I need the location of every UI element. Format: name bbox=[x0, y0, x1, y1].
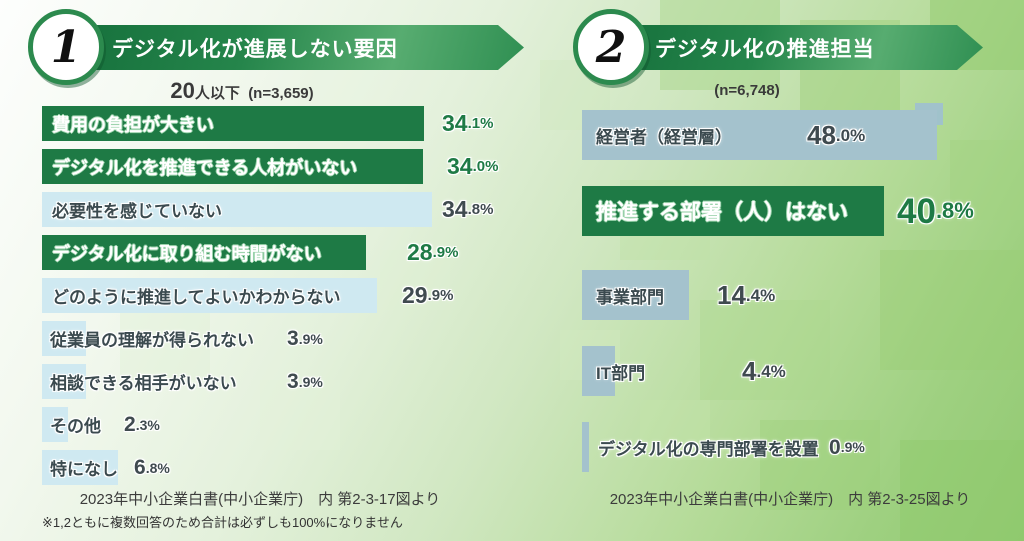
bar bbox=[42, 364, 86, 399]
panel-2-source: 2023年中小企業白書(中小企業庁) 内 第2-3-25図より bbox=[609, 491, 971, 508]
bar-row: 経営者（経営層） 48.0% bbox=[582, 110, 1024, 160]
bar-percent: 34.1% bbox=[442, 110, 494, 136]
bar-label: IT部門 bbox=[596, 363, 646, 383]
bar bbox=[42, 278, 377, 313]
panel-1-title: デジタル化が進展しない要因 bbox=[112, 37, 398, 61]
panel-1-bars: 費用の負担が大きい 34.1% デジタル化を推進できる人材がいない 34.0% … bbox=[42, 106, 540, 493]
panel-2-title-banner: デジタル化の推進担当 bbox=[607, 25, 983, 70]
bar-percent: 0.9% bbox=[829, 435, 865, 459]
bar-percent: 34.8% bbox=[442, 196, 494, 222]
bar-percent: 3.9% bbox=[287, 370, 323, 393]
mosaic-square bbox=[760, 420, 880, 510]
panel-1-subtitle: 20人以下 (n=3,659) bbox=[42, 78, 442, 104]
bar bbox=[42, 106, 424, 141]
bar bbox=[42, 450, 119, 485]
bar-row: その他 2.3% bbox=[42, 407, 540, 442]
bar-row: どのように推進してよいかわからない 29.9% bbox=[42, 278, 540, 313]
panel-2-title: デジタル化の推進担当 bbox=[655, 37, 875, 61]
bar-row: 事業部門 14.4% bbox=[582, 270, 1024, 320]
panel-1-factors: 1 デジタル化が進展しない要因 20人以下 (n=3,659) 費用の負担が大き… bbox=[28, 9, 540, 530]
bar bbox=[582, 346, 615, 396]
panel-2-number-badge: 2 bbox=[573, 9, 649, 85]
mosaic-square bbox=[880, 250, 1024, 370]
bar-label: 必要性を感じていない bbox=[52, 202, 222, 221]
bar-row: デジタル化を推進できる人材がいない 34.0% bbox=[42, 149, 540, 184]
bar-label: デジタル化の専門部署を設置 bbox=[598, 439, 819, 459]
bar-label: デジタル化を推進できる人材がいない bbox=[52, 157, 358, 178]
bar-row: 特になし 6.8% bbox=[42, 450, 540, 485]
bar-percent: 40.8% bbox=[897, 191, 974, 231]
bar-percent: 14.4% bbox=[717, 280, 776, 310]
bar-percent: 29.9% bbox=[402, 282, 454, 308]
bar-row: 推進する部署（人）はない 40.8% bbox=[582, 186, 1024, 236]
bar bbox=[42, 149, 423, 184]
bar-percent: 34.0% bbox=[447, 153, 499, 179]
bar bbox=[42, 235, 366, 270]
panel-1-number: 1 bbox=[50, 21, 82, 73]
bar bbox=[582, 186, 884, 236]
bar-label: 費用の負担が大きい bbox=[52, 114, 214, 135]
panel-2-bars: 経営者（経営層） 48.0% 推進する部署（人）はない 40.8% 事業部門 1… bbox=[582, 110, 1024, 472]
panel-2-subtitle: (n=6,748) bbox=[587, 82, 907, 99]
mosaic-square bbox=[700, 300, 830, 400]
bar-row: IT部門 4.4% bbox=[582, 346, 1024, 396]
bar-label: 推進する部署（人）はない bbox=[596, 201, 848, 224]
bar-label: どのように推進してよいかわからない bbox=[52, 288, 341, 307]
mosaic-square bbox=[120, 300, 210, 380]
bar-percent: 2.3% bbox=[124, 413, 160, 436]
bar-label: 従業員の理解が得られない bbox=[50, 331, 254, 350]
mosaic-square bbox=[640, 400, 710, 460]
bar-percent: 48.0% bbox=[807, 120, 866, 150]
panel-1-number-badge: 1 bbox=[28, 9, 104, 85]
mosaic-square bbox=[380, 250, 450, 310]
bar-label: 相談できる相手がいない bbox=[50, 374, 237, 393]
footnote: ※1,2ともに複数回答のため合計は必ずしも100%になりません bbox=[42, 515, 403, 530]
bar bbox=[582, 422, 589, 472]
bar-row: 必要性を感じていない 34.8% bbox=[42, 192, 540, 227]
bar bbox=[582, 110, 938, 160]
bar bbox=[42, 192, 432, 227]
bar bbox=[42, 321, 86, 356]
bar bbox=[582, 270, 689, 320]
panel-2-number: 2 bbox=[595, 21, 627, 73]
panel-1-subtitle-size: 20 bbox=[170, 78, 195, 103]
mosaic-square bbox=[900, 440, 1024, 541]
bar-row: 費用の負担が大きい 34.1% bbox=[42, 106, 540, 141]
bar-percent: 6.8% bbox=[134, 456, 170, 479]
bar-label: 経営者（経営層） bbox=[596, 127, 732, 147]
bar-row: デジタル化に取り組む時間がない 28.9% bbox=[42, 235, 540, 270]
bar bbox=[42, 407, 68, 442]
mosaic-square bbox=[950, 140, 1024, 220]
bar-label: 特になし bbox=[50, 460, 118, 479]
bar-row: 従業員の理解が得られない 3.9% bbox=[42, 321, 540, 356]
bar-label: その他 bbox=[50, 417, 101, 436]
bar-row: 相談できる相手がいない 3.9% bbox=[42, 364, 540, 399]
panel-1-subtitle-group: 人以下 bbox=[194, 85, 240, 102]
bar-label: デジタル化に取り組む時間がない bbox=[52, 243, 322, 264]
panel-2-subtitle-n: (n=6,748) bbox=[714, 82, 780, 99]
panel-1-title-banner: デジタル化が進展しない要因 bbox=[62, 25, 524, 70]
panel-1-source: 2023年中小企業白書(中小企業庁) 内 第2-3-17図より bbox=[79, 491, 441, 508]
panel-1-subtitle-n: (n=3,659) bbox=[248, 85, 314, 102]
bar-percent: 3.9% bbox=[287, 327, 323, 350]
bar-label: 事業部門 bbox=[596, 287, 664, 307]
bar-percent: 28.9% bbox=[407, 239, 459, 265]
bar-percent: 4.4% bbox=[742, 356, 786, 386]
panel-2-promoters: 2 デジタル化の推進担当 (n=6,748) 経営者（経営層） 48.0% 推進… bbox=[540, 0, 1024, 541]
mosaic-square bbox=[260, 380, 340, 450]
bar-row: デジタル化の専門部署を設置 0.9% bbox=[582, 422, 1024, 472]
